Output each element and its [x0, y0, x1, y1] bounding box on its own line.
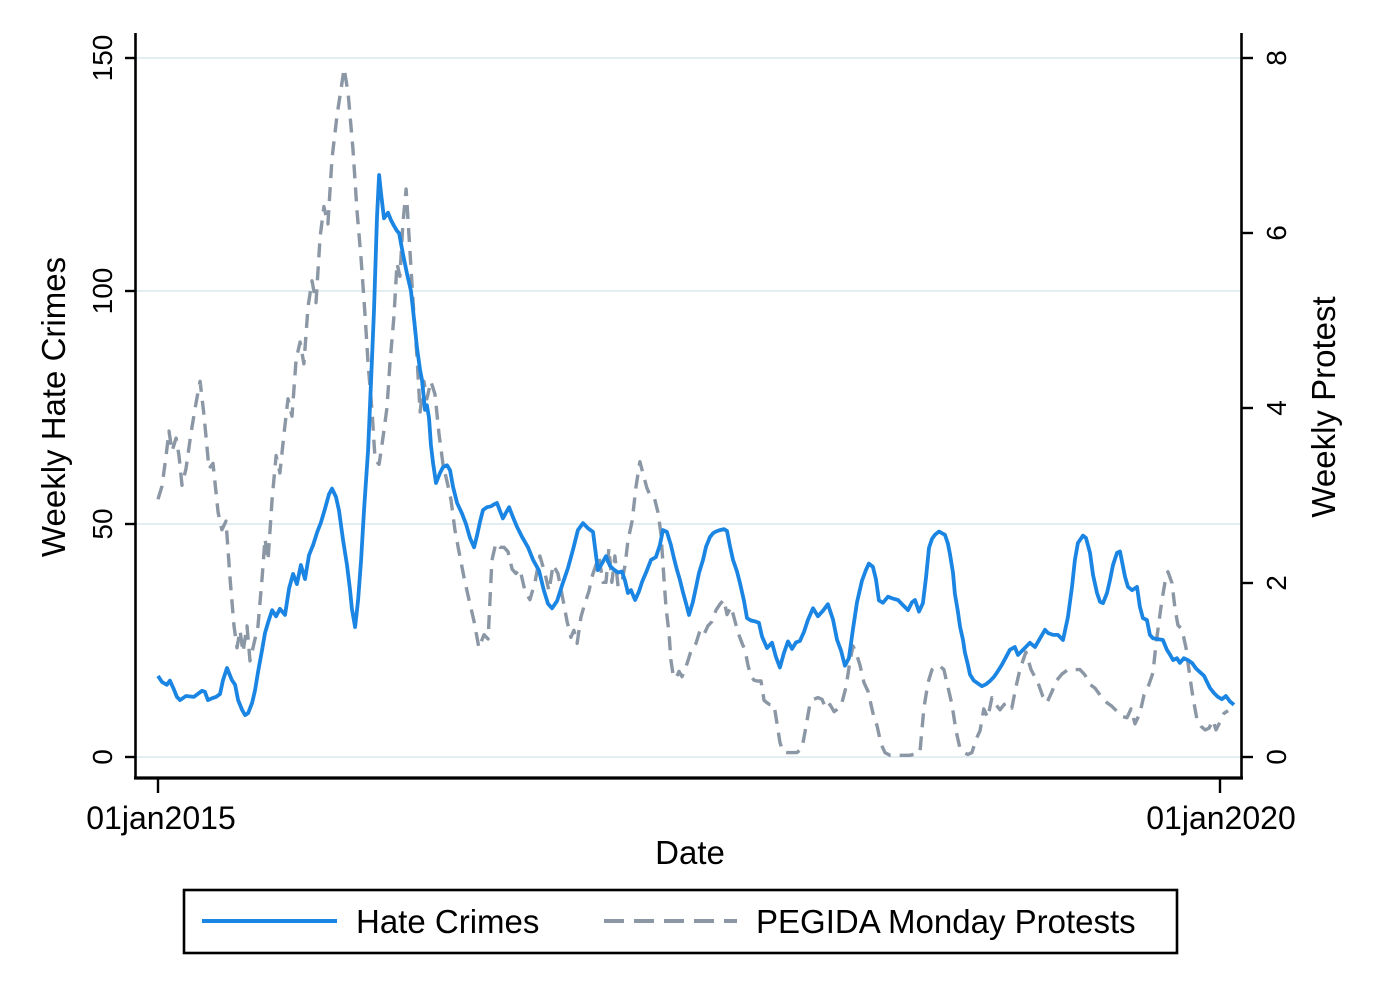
hate-crimes-line — [156, 173, 1236, 717]
y-right-axis-title: Weekly Protest — [1305, 296, 1342, 517]
right-tick-label-4: 4 — [1261, 400, 1292, 416]
x-tick-label-2020: 01jan2020 — [1146, 800, 1295, 836]
left-tick-label-50: 50 — [87, 508, 118, 539]
left-tick-label-100: 100 — [87, 268, 118, 315]
gridlines — [136, 57, 1241, 758]
x-axis-title: Date — [655, 834, 725, 871]
right-tick-label-6: 6 — [1261, 225, 1292, 241]
pegida-protests-line — [156, 66, 1230, 757]
right-tick-label-0: 0 — [1261, 749, 1292, 765]
axis-ticks — [125, 56, 1253, 793]
legend: Hate Crimes PEGIDA Monday Protests — [182, 888, 1179, 955]
x-tick-label-2015: 01jan2015 — [86, 800, 235, 836]
left-tick-labels: 150 100 50 0 — [87, 35, 118, 765]
legend-label-hate-crimes: Hate Crimes — [356, 903, 539, 940]
left-tick-label-0: 0 — [87, 749, 118, 765]
series-group — [156, 66, 1236, 757]
legend-label-pegida: PEGIDA Monday Protests — [756, 903, 1136, 940]
left-tick-label-150: 150 — [87, 35, 118, 82]
right-tick-labels: 8 6 4 2 0 — [1261, 50, 1292, 765]
y-left-axis-title: Weekly Hate Crimes — [35, 257, 72, 557]
right-tick-label-2: 2 — [1261, 575, 1292, 591]
right-tick-label-8: 8 — [1261, 50, 1292, 66]
axes — [134, 33, 1243, 780]
